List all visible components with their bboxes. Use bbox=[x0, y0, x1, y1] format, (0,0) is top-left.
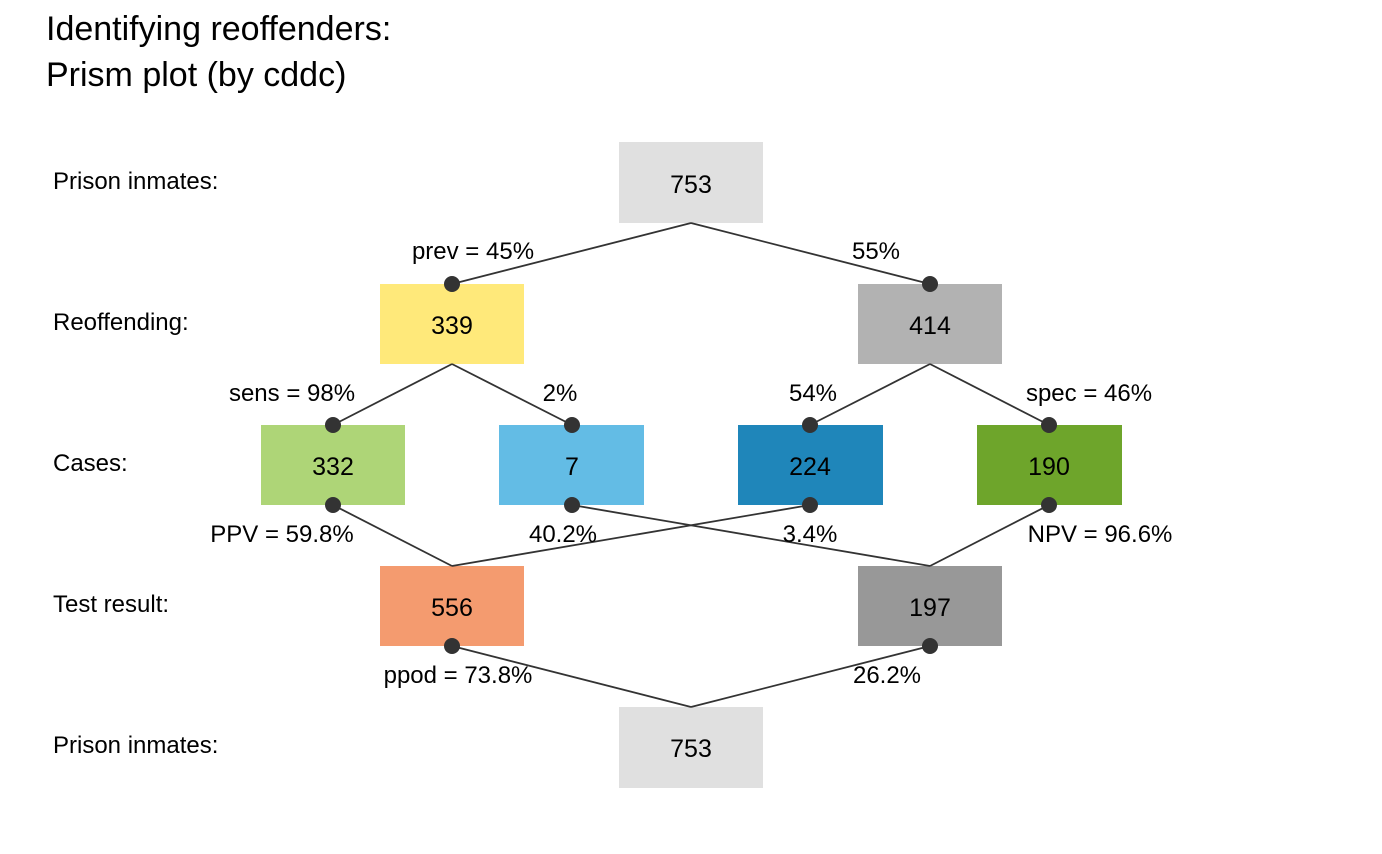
connector-line bbox=[929, 363, 1050, 426]
box-value-test-negative: 197 bbox=[909, 594, 951, 622]
connector-dot bbox=[922, 638, 938, 654]
box-value-reoffending-true: 339 bbox=[431, 312, 473, 340]
edge-label-ppod: ppod = 73.8% bbox=[384, 662, 533, 689]
edge-label-prev: prev = 45% bbox=[412, 238, 534, 265]
connector-line bbox=[332, 363, 453, 426]
box-reoffending-false bbox=[858, 284, 1002, 364]
connector-dots bbox=[325, 276, 1057, 654]
plot-title: Identifying reoffenders: Prism plot (by … bbox=[46, 6, 391, 98]
edge-label-for: 3.4% bbox=[783, 521, 838, 548]
row-label-reoffending: Reoffending: bbox=[53, 309, 189, 336]
connector-dot bbox=[1041, 497, 1057, 513]
connector-lines bbox=[332, 222, 1050, 708]
connector-dot bbox=[922, 276, 938, 292]
box-hit bbox=[261, 425, 405, 505]
box-value-false-alarm: 224 bbox=[789, 453, 831, 481]
connector-dot bbox=[1041, 417, 1057, 433]
connector-dot bbox=[802, 417, 818, 433]
connector-line bbox=[690, 645, 931, 708]
connector-line bbox=[451, 504, 811, 567]
edge-label-sens: sens = 98% bbox=[229, 380, 355, 407]
row-label-test-result: Test result: bbox=[53, 591, 169, 618]
connector-line bbox=[451, 645, 692, 708]
edge-label-not-prev: 55% bbox=[852, 238, 900, 265]
connector-dot bbox=[564, 497, 580, 513]
connector-line bbox=[571, 504, 931, 567]
connector-dot bbox=[325, 417, 341, 433]
box-false-alarm bbox=[738, 425, 883, 505]
box-miss bbox=[499, 425, 644, 505]
connector-dot bbox=[564, 417, 580, 433]
row-label-prison-inmates-top: Prison inmates: bbox=[53, 168, 218, 195]
connector-line bbox=[451, 363, 573, 426]
connector-line bbox=[332, 504, 453, 567]
box-test-positive bbox=[380, 566, 524, 646]
box-total-top bbox=[619, 142, 763, 223]
box-value-correct-rejection: 190 bbox=[1028, 453, 1070, 481]
box-value-total-bottom: 753 bbox=[670, 735, 712, 763]
box-value-reoffending-false: 414 bbox=[909, 312, 951, 340]
box-correct-rejection bbox=[977, 425, 1122, 505]
connector-line bbox=[690, 222, 931, 285]
box-reoffending-true bbox=[380, 284, 524, 364]
edge-label-npv: NPV = 96.6% bbox=[1028, 521, 1173, 548]
edge-label-false-alarm-rate: 54% bbox=[789, 380, 837, 407]
box-value-test-positive: 556 bbox=[431, 594, 473, 622]
connector-dot bbox=[444, 276, 460, 292]
edge-label-miss-rate: 2% bbox=[543, 380, 578, 407]
box-value-miss: 7 bbox=[565, 453, 579, 481]
row-label-cases: Cases: bbox=[53, 450, 128, 477]
edge-label-spec: spec = 46% bbox=[1026, 380, 1152, 407]
connector-dot bbox=[325, 497, 341, 513]
plot-title-line-1: Identifying reoffenders: bbox=[46, 10, 392, 48]
row-label-prison-inmates-bottom: Prison inmates: bbox=[53, 732, 218, 759]
connector-line bbox=[809, 363, 931, 426]
box-value-hit: 332 bbox=[312, 453, 354, 481]
edge-label-fdr: 40.2% bbox=[529, 521, 597, 548]
edge-label-not-ppod: 26.2% bbox=[853, 662, 921, 689]
connector-line bbox=[451, 222, 692, 285]
box-value-total-top: 753 bbox=[670, 171, 712, 199]
box-test-negative bbox=[858, 566, 1002, 646]
connector-dot bbox=[444, 638, 460, 654]
edge-label-ppv: PPV = 59.8% bbox=[210, 521, 353, 548]
plot-title-line-2: Prism plot (by cddc) bbox=[46, 56, 347, 94]
box-total-bottom bbox=[619, 707, 763, 788]
connector-line bbox=[929, 504, 1050, 567]
connector-dot bbox=[802, 497, 818, 513]
